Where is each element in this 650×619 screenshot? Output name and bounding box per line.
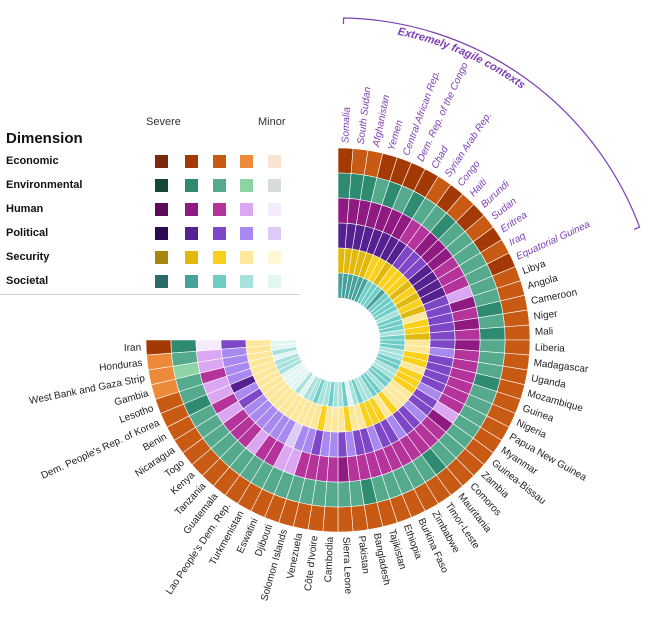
heatmap-cells bbox=[145, 147, 531, 533]
legend-row-environmental: Environmental bbox=[0, 174, 300, 199]
cell-economic-59 bbox=[145, 339, 172, 356]
cell-human-59 bbox=[195, 339, 222, 352]
context-label: Côte d'Ivoire bbox=[303, 535, 321, 592]
legend-swatch bbox=[213, 227, 226, 240]
cell-environmental-39 bbox=[337, 481, 352, 508]
context-label: Liberia bbox=[535, 342, 566, 354]
cell-economic-0 bbox=[337, 147, 354, 174]
cell-political-39 bbox=[337, 431, 348, 458]
legend-swatch bbox=[213, 203, 226, 216]
cell-political-19 bbox=[429, 330, 456, 341]
legend-swatch bbox=[240, 179, 253, 192]
context-label: Uganda bbox=[530, 373, 567, 391]
cell-environmental-19 bbox=[479, 326, 506, 341]
legend-swatch bbox=[268, 203, 281, 216]
context-label: Angola bbox=[526, 273, 559, 292]
cell-environmental-0 bbox=[337, 172, 352, 199]
legend-dimension-label: Environmental bbox=[6, 179, 83, 191]
legend-minor-label: Minor bbox=[258, 116, 286, 128]
legend-swatch bbox=[155, 275, 168, 288]
legend-dimension-label: Security bbox=[6, 251, 50, 263]
context-label: Cambodia bbox=[323, 536, 336, 582]
legend-swatch bbox=[240, 275, 253, 288]
cell-environmental-20 bbox=[479, 339, 506, 354]
context-label: Libya bbox=[521, 258, 548, 277]
cell-environmental-59 bbox=[170, 339, 197, 354]
cell-societal-59 bbox=[270, 339, 297, 346]
legend-swatch bbox=[268, 179, 281, 192]
legend-title: Dimension bbox=[6, 130, 83, 147]
legend-swatch bbox=[185, 179, 198, 192]
context-label: Mali bbox=[535, 326, 554, 338]
legend-row-economic: Economic bbox=[0, 150, 300, 175]
context-label: Niger bbox=[533, 309, 559, 323]
legend-swatch bbox=[268, 251, 281, 264]
context-label: Iraq bbox=[507, 230, 528, 248]
legend-swatch bbox=[185, 275, 198, 288]
context-label: Honduras bbox=[99, 358, 143, 374]
context-label: Venezuela bbox=[285, 532, 305, 580]
context-label: South Sudan bbox=[356, 86, 374, 145]
context-label: Somalia bbox=[340, 106, 352, 143]
cell-economic-20 bbox=[504, 339, 531, 356]
extreme-group-bracket bbox=[342, 17, 641, 230]
cell-economic-19 bbox=[504, 324, 531, 341]
legend-dimension-label: Human bbox=[6, 203, 44, 215]
legend-swatch bbox=[240, 251, 253, 264]
cell-human-19 bbox=[454, 328, 481, 341]
legend-swatch bbox=[268, 227, 281, 240]
legend-swatch bbox=[155, 251, 168, 264]
legend-swatch bbox=[185, 227, 198, 240]
legend-row-human: Human bbox=[0, 198, 300, 223]
legend-swatch bbox=[155, 155, 168, 168]
cell-economic-40 bbox=[322, 506, 339, 533]
legend-swatch bbox=[240, 227, 253, 240]
cell-human-39 bbox=[337, 456, 350, 483]
legend-swatch bbox=[185, 155, 198, 168]
legend-dimension-label: Societal bbox=[6, 275, 49, 287]
legend-swatch bbox=[185, 203, 198, 216]
legend-dimension-label: Political bbox=[6, 227, 49, 239]
context-label: Madagascar bbox=[533, 358, 590, 375]
legend-dimension-label: Economic bbox=[6, 155, 59, 167]
legend-row-societal: Societal bbox=[0, 270, 300, 295]
legend-row-political: Political bbox=[0, 222, 300, 247]
legend-swatch bbox=[240, 155, 253, 168]
cell-political-59 bbox=[220, 339, 247, 350]
legend-swatch bbox=[155, 227, 168, 240]
legend-swatch bbox=[155, 179, 168, 192]
legend-swatch bbox=[268, 275, 281, 288]
legend-swatch bbox=[240, 203, 253, 216]
legend-row-security: Security bbox=[0, 246, 300, 271]
context-label: Cameroon bbox=[530, 287, 578, 307]
legend-swatch bbox=[213, 251, 226, 264]
context-label: Pakistan bbox=[356, 535, 371, 574]
legend-swatch bbox=[268, 155, 281, 168]
cell-economic-39 bbox=[337, 506, 354, 533]
context-label: Sierra Leone bbox=[340, 537, 353, 595]
legend-swatch bbox=[213, 275, 226, 288]
context-label: Iran bbox=[124, 342, 142, 354]
cell-environmental-40 bbox=[324, 481, 339, 508]
legend-swatch bbox=[155, 203, 168, 216]
legend-swatch bbox=[213, 155, 226, 168]
legend-severe-label: Severe bbox=[146, 116, 181, 128]
legend-swatch bbox=[213, 179, 226, 192]
legend-swatch bbox=[185, 251, 198, 264]
